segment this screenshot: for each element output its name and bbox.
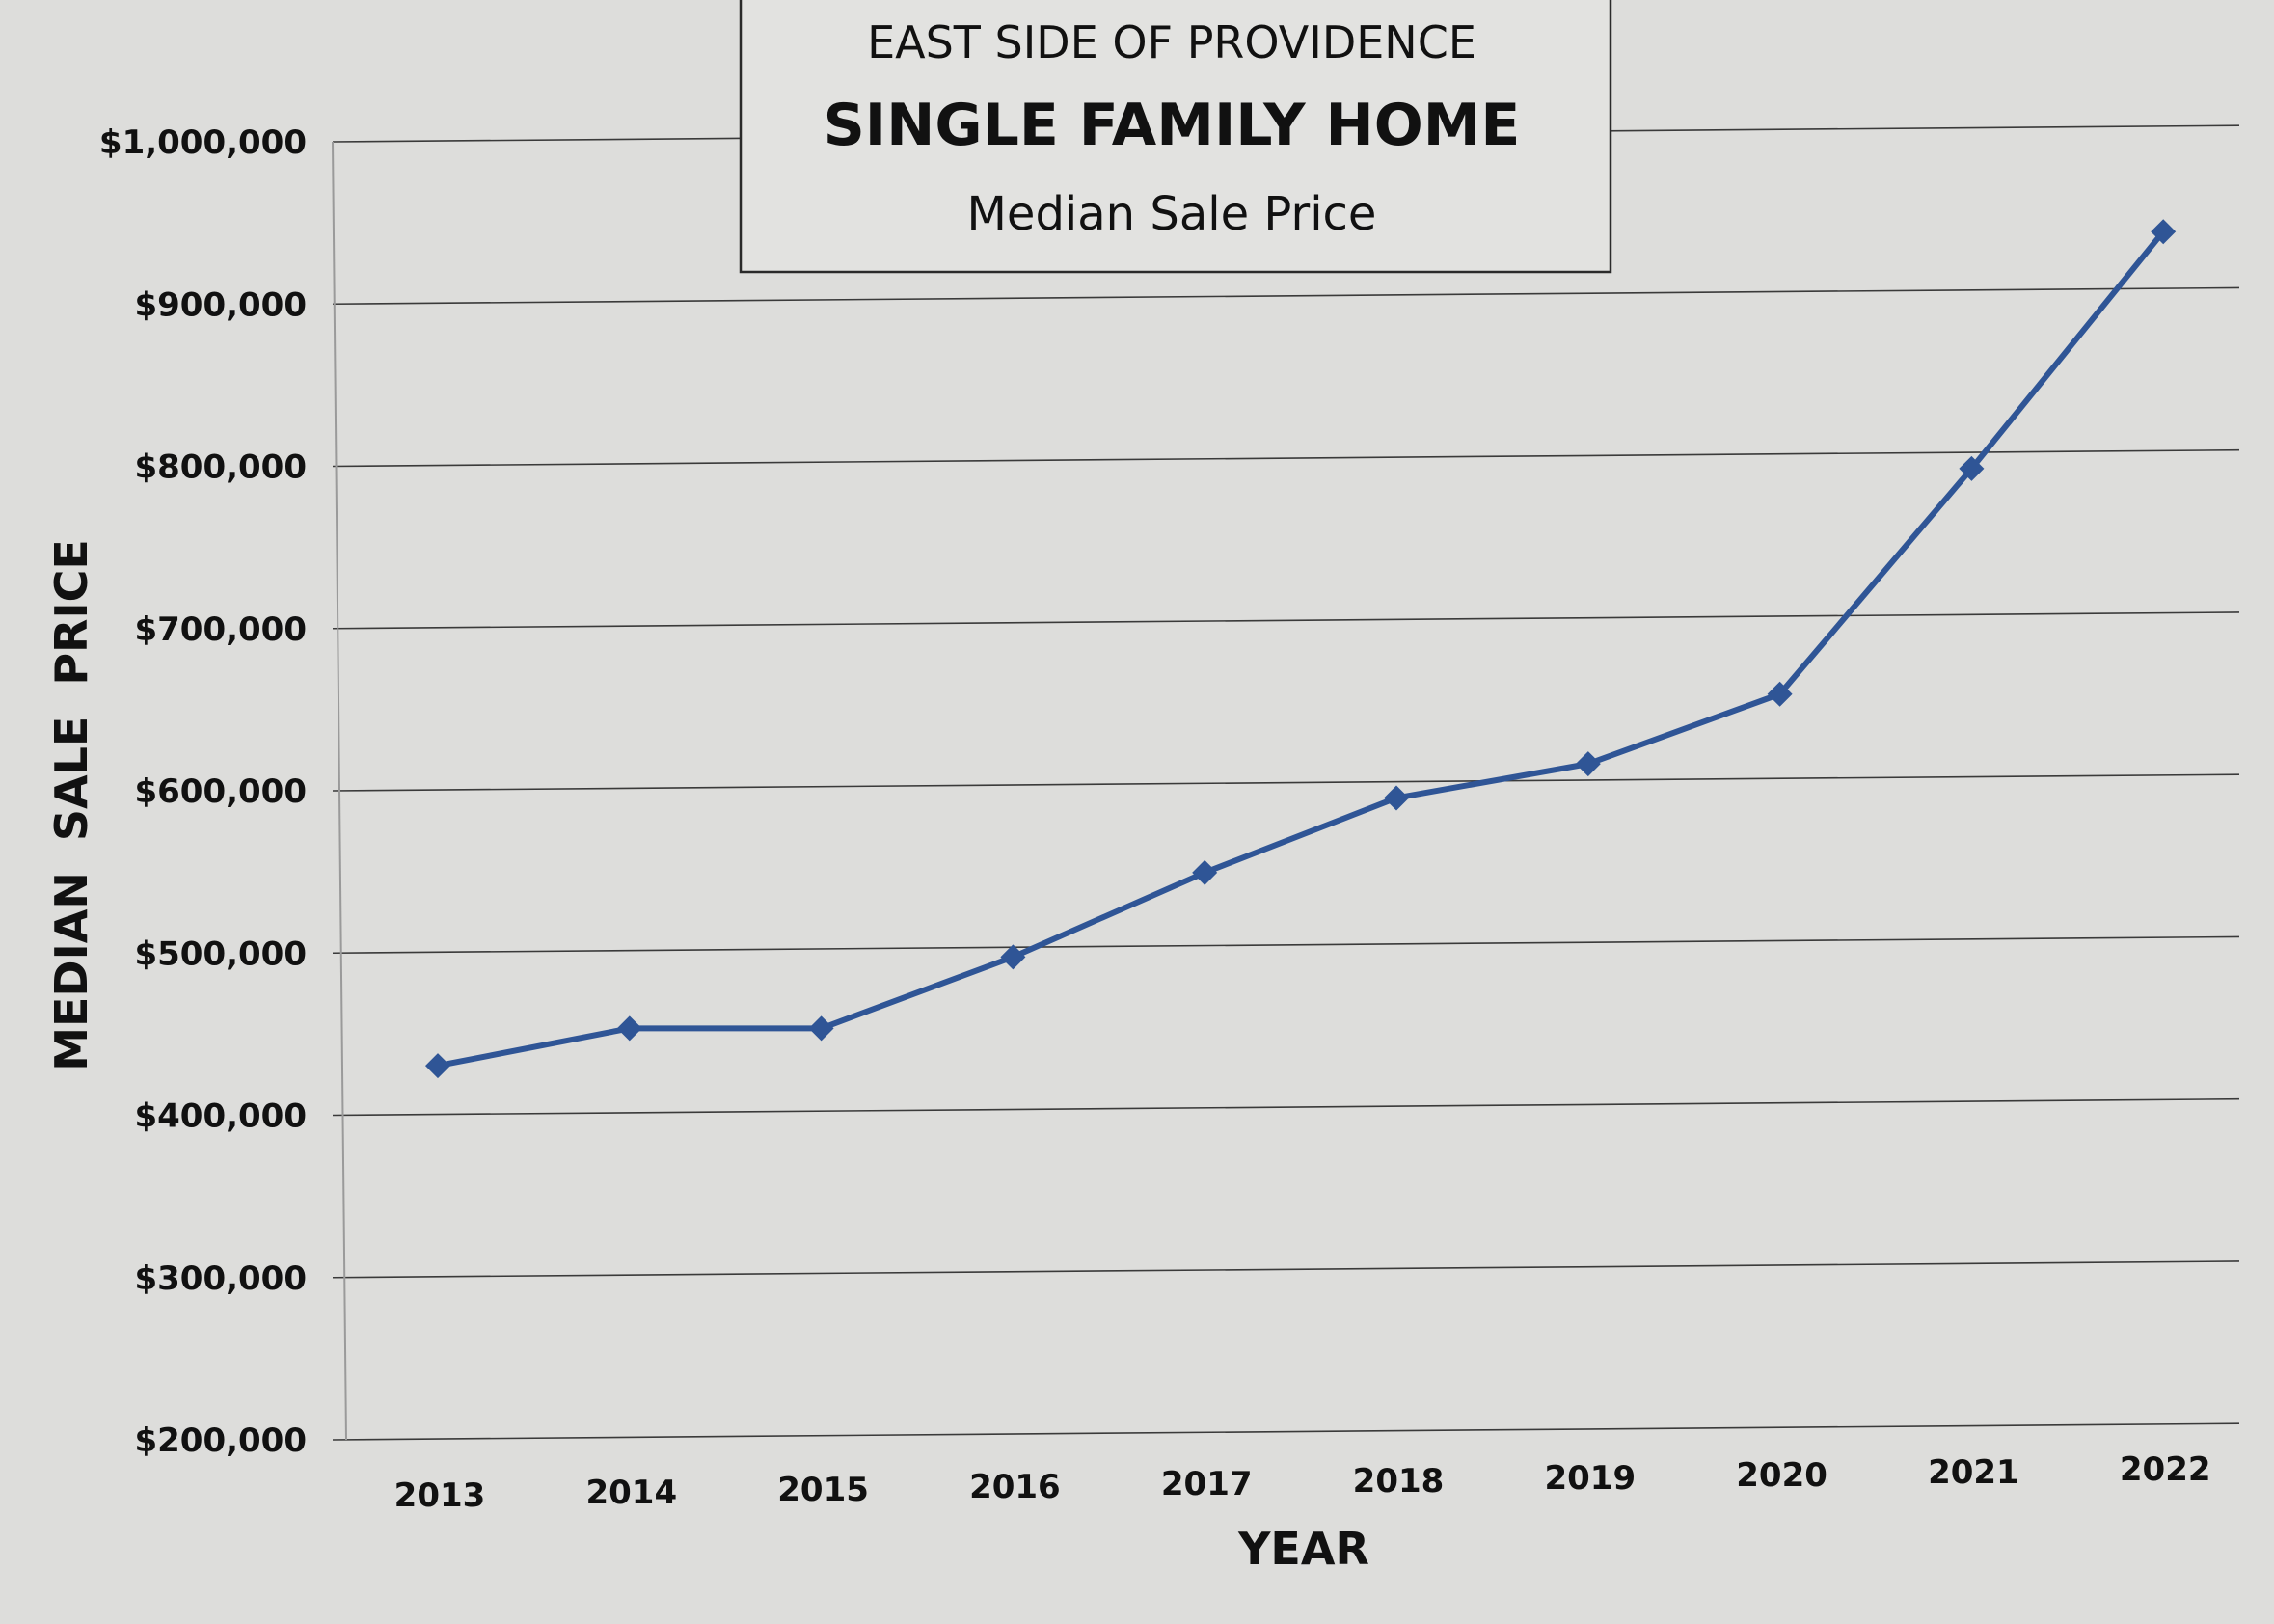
data-point-marker [1575,751,1601,777]
data-point-marker [1000,944,1026,970]
chart-title-box: EAST SIDE OF PROVIDENCE SINGLE FAMILY HO… [739,0,1612,274]
x-tick-label: 2014 [585,1474,677,1512]
x-tick-label: 2020 [1736,1456,1827,1495]
data-point-marker [1192,859,1218,885]
x-axis-label: YEAR [1237,1523,1369,1575]
series-line [437,230,2166,1069]
gridline [332,1260,2240,1279]
data-point-marker [1959,455,1985,481]
x-tick-label: 2016 [969,1468,1061,1506]
gridline [332,611,2240,630]
y-axis-label: MEDIAN SALE PRICE [45,539,97,1071]
gridline [332,935,2240,955]
gridline [332,448,2240,468]
data-point-marker [808,1015,834,1042]
gridline [332,286,2240,306]
data-point-marker [2151,219,2177,245]
x-tick-label: 2013 [394,1476,486,1515]
x-tick-label: 2019 [1544,1459,1636,1498]
y-tick-label: $400,000 [134,1097,307,1136]
x-tick-label: 2018 [1353,1462,1445,1501]
y-tick-label: $600,000 [134,772,307,811]
y-tick-label: $800,000 [134,448,307,487]
y-tick-label: $900,000 [134,285,307,324]
y-tick-label: $500,000 [134,934,307,973]
y-tick-label: $1,000,000 [99,123,307,162]
x-tick-label: 2022 [2120,1450,2211,1489]
data-point-marker [425,1053,450,1079]
x-tick-label: 2015 [777,1471,869,1509]
y-tick-label: $700,000 [134,610,307,649]
data-point-marker [616,1015,642,1042]
gridline [332,773,2240,792]
chart-title-line-1: EAST SIDE OF PROVIDENCE [867,16,1476,68]
y-tick-label: $200,000 [134,1421,307,1460]
data-point-marker [1384,785,1409,811]
y-axis-line [332,141,347,1441]
gridline [332,1097,2240,1117]
gridline [332,1422,2240,1441]
x-axis-ticks: 2013 2014 2015 2016 2017 2018 2019 2020 2021 2022 [394,1450,2211,1515]
y-tick-label: $300,000 [134,1259,307,1298]
data-series [425,219,2177,1079]
data-point-marker [1767,681,1793,707]
chart-title-line-2: SINGLE FAMILY HOME [824,92,1521,159]
y-axis-ticks: $1,000,000 $900,000 $800,000 $700,000 $600,0… [99,123,307,1460]
chart-title-line-3: Median Sale Price [967,187,1377,241]
gridlines [332,124,2240,1441]
x-tick-label: 2017 [1161,1465,1253,1503]
x-tick-label: 2021 [1928,1453,2019,1492]
